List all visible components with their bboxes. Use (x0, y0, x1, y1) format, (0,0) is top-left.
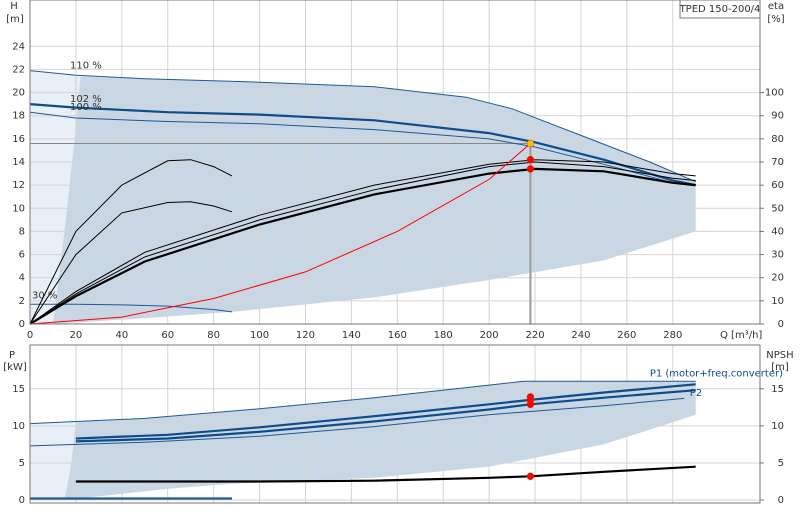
y-axis-unit: [kW] (3, 362, 27, 373)
duty-point (526, 155, 535, 164)
y2-axis-label: eta (768, 1, 784, 12)
y-tick-label: 12 (12, 180, 25, 191)
y-tick-label: 16 (12, 134, 25, 145)
y-tick-label: 5 (19, 458, 25, 469)
y-tick-label: 10 (12, 203, 25, 214)
y2-tick-label: 15 (771, 384, 784, 395)
x-tick-label: 200 (480, 330, 499, 341)
duty-point (526, 139, 535, 148)
x-axis-label: Q [m³/h] (720, 330, 762, 341)
y2-tick-label: 100 (765, 88, 784, 99)
curve-label: 30 % (32, 290, 57, 301)
curve (29, 111, 673, 184)
plot-frame (29, 344, 761, 504)
y-tick-label: 18 (12, 111, 25, 122)
x-tick-label: 20 (70, 330, 83, 341)
curve (29, 397, 685, 447)
y-tick-label: 14 (12, 157, 25, 168)
curve (29, 70, 696, 183)
y2-axis-label: NPSH (766, 350, 793, 361)
range-area (30, 421, 76, 501)
x-tick-label: 80 (207, 330, 220, 341)
x-tick-label: 220 (525, 330, 544, 341)
plot-layer: 0 20 40 60 80 100 120 140 160 180 200 220 240 260 2800… (12, 0, 784, 506)
curve (29, 380, 696, 425)
range-area (30, 70, 81, 324)
x-tick-label: 140 (342, 330, 361, 341)
y-tick-label: 8 (19, 226, 25, 237)
curve (29, 167, 696, 325)
y2-tick-label: 50 (771, 203, 784, 214)
curve (29, 143, 531, 325)
curve (30, 303, 233, 313)
x-tick-label: 260 (617, 330, 636, 341)
y-tick-label: 4 (19, 273, 25, 284)
x-tick-label: 180 (434, 330, 453, 341)
y-tick-label: 0 (19, 319, 25, 330)
x-tick-label: 240 (571, 330, 590, 341)
title-box (679, 0, 761, 19)
curve (29, 161, 696, 325)
y-tick-label: 0 (19, 495, 25, 506)
y2-tick-label: 0 (778, 495, 784, 506)
curve (29, 159, 696, 325)
y-tick-label: 6 (19, 250, 25, 261)
y-tick-label: 15 (12, 384, 25, 395)
y2-tick-label: 70 (771, 157, 784, 168)
chart-title: TPED 150-200/4 (679, 4, 761, 15)
y2-tick-label: 90 (771, 111, 784, 122)
curve (75, 465, 696, 483)
y2-axis-unit: [m] (771, 362, 789, 373)
y2-tick-label: 0 (778, 319, 784, 330)
y-tick-label: 2 (19, 296, 25, 307)
y2-axis-unit: [%] (767, 14, 784, 25)
curve-label: P2 (690, 388, 702, 399)
curve (75, 383, 696, 440)
y2-tick-label: 80 (771, 134, 784, 145)
curve-label: 100 % (70, 102, 102, 113)
curve (75, 389, 696, 443)
x-tick-label: 100 (250, 330, 269, 341)
plot-frame (29, 0, 761, 325)
y-axis-unit: [m] (6, 14, 24, 25)
y-axis-label: H (10, 1, 18, 12)
y2-tick-label: 30 (771, 250, 784, 261)
curve-label: 110 % (70, 61, 102, 72)
y-tick-label: 10 (12, 421, 25, 432)
duty-point (526, 472, 535, 481)
x-tick-label: 280 (663, 330, 682, 341)
y2-tick-label: 20 (771, 273, 784, 284)
y-tick-label: 24 (12, 41, 25, 52)
x-tick-label: 120 (296, 330, 315, 341)
x-tick-label: 160 (388, 330, 407, 341)
x-tick-label: 40 (115, 330, 128, 341)
duty-point (526, 165, 535, 173)
duty-point (526, 400, 535, 409)
curve (29, 103, 696, 187)
curve (29, 159, 233, 325)
y2-tick-label: 40 (771, 226, 784, 237)
curve-label: P1 (motor+freq.converter) (650, 368, 783, 379)
y2-tick-label: 10 (771, 421, 784, 432)
y2-tick-label: 60 (771, 180, 784, 191)
y-tick-label: 22 (12, 64, 25, 75)
y-axis-label: P (9, 350, 15, 361)
y-tick-label: 20 (12, 88, 25, 99)
curve (29, 201, 233, 325)
y2-tick-label: 10 (771, 296, 784, 307)
curve-label: 102 % (70, 94, 102, 105)
y2-tick-label: 5 (778, 458, 784, 469)
x-tick-label: 0 (27, 330, 33, 341)
x-tick-label: 60 (161, 330, 174, 341)
